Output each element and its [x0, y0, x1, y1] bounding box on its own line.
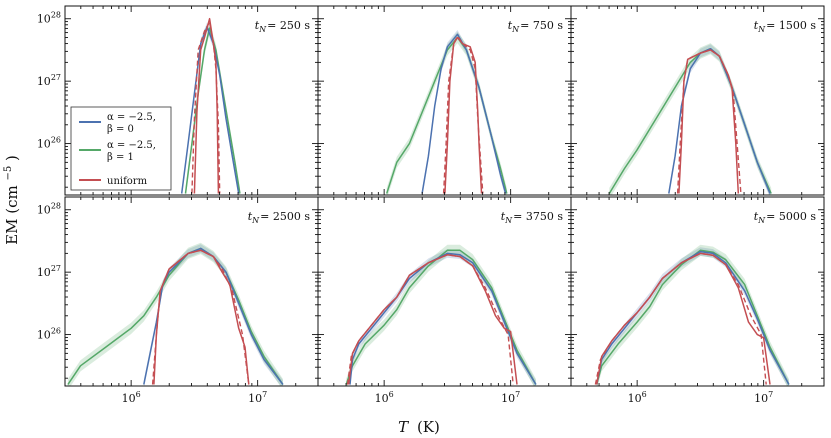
panel-6: 106 107 tN= 5000 s [570, 196, 825, 405]
uncertainty-band [422, 30, 506, 195]
legend-label-line1: uniform [107, 176, 148, 187]
series-uniform-line [153, 249, 250, 385]
plot-area [180, 17, 241, 195]
uncertainty-band [143, 244, 283, 386]
panels-grid: 1026 1027 1028 tN= 250 s tN= 750 s tN= 1500 s… [37, 5, 825, 405]
uncertainty-band [67, 242, 283, 386]
x-axis-variable: T [398, 418, 409, 436]
legend-entry: α = −2.5,β = 1 [79, 140, 156, 163]
panel-4: 1026 1027 1028 106 107 tN= 2500 s [37, 196, 319, 405]
panel-label: tN= 250 s [255, 19, 311, 34]
series-uniform-dashed-line [151, 249, 250, 385]
y-axis-label-exp: −5 [3, 166, 14, 181]
uncertainty-band [386, 31, 507, 195]
y-tick-label: 1028 [37, 202, 61, 217]
legend-label-line1: α = −2.5, [107, 140, 156, 151]
panel-5: 106 107 tN= 3750 s [317, 196, 572, 405]
series-beta1-line [67, 247, 284, 385]
y-tick-label: 1028 [37, 11, 61, 26]
x-tick-label: 106 [122, 390, 141, 405]
legend-entry: α = −2.5,β = 0 [79, 112, 156, 135]
legend-entry: uniform [79, 176, 148, 187]
x-tick-label: 107 [248, 390, 267, 405]
series-beta0-line [180, 26, 240, 194]
y-tick-label: 1027 [37, 73, 61, 88]
series-uniform-dashed-line [346, 254, 514, 385]
series-beta0-line [421, 33, 507, 194]
panel-label: tN= 750 s [508, 19, 564, 34]
x-axis-label: T (K) [398, 418, 440, 436]
uncertainty-band [609, 43, 772, 195]
x-tick-label: 107 [754, 390, 773, 405]
series-uniform-line [678, 49, 740, 194]
uncertainty-band [181, 22, 239, 195]
x-tick-label: 106 [628, 390, 647, 405]
panel-label: tN= 1500 s [754, 19, 817, 34]
y-tick-label: 1027 [37, 264, 61, 279]
y-tick-label: 1026 [37, 136, 61, 151]
panel-label: tN= 3750 s [501, 210, 564, 225]
uncertainty-band [596, 244, 789, 386]
plot-area [385, 30, 508, 195]
y-axis-label-close: ) [3, 155, 21, 161]
panel-label: tN= 2500 s [248, 210, 311, 225]
panel-frame [64, 196, 319, 387]
plot-area [67, 242, 284, 386]
legend-label-line2: β = 0 [107, 124, 134, 135]
x-tick-label: 106 [375, 390, 394, 405]
legend-label-line1: α = −2.5, [107, 112, 156, 123]
x-tick-label: 107 [501, 390, 520, 405]
plot-area [345, 244, 537, 386]
uncertainty-band [350, 249, 536, 386]
y-tick-label: 1026 [37, 327, 61, 342]
panel-2: tN= 750 s [317, 5, 572, 196]
plot-area [594, 244, 790, 386]
uncertainty-band [185, 22, 240, 195]
y-axis-label-main: EM (cm [3, 185, 21, 245]
panel-3: tN= 1500 s [570, 5, 825, 196]
series-uniform-line [193, 17, 220, 194]
x-axis-unit: (K) [417, 418, 440, 436]
series-uniform-dashed-line [442, 35, 484, 194]
panel-label: tN= 5000 s [754, 210, 817, 225]
plot-area [608, 43, 772, 195]
legend-box [70, 106, 172, 191]
series-uniform-dashed-line [594, 252, 767, 385]
series-beta0-line [143, 247, 284, 385]
series-uniform-line [595, 252, 771, 385]
uncertainty-band [596, 247, 789, 386]
y-axis-label: EM (cm −5 ) [0, 155, 21, 245]
series-beta0-line [668, 47, 771, 194]
uncertainty-band [346, 244, 536, 386]
series-beta1-line [345, 249, 537, 385]
legend-label-line2: β = 1 [107, 152, 134, 163]
panel-frame [570, 5, 825, 196]
series-beta1-line [184, 27, 241, 194]
series-uniform-line [347, 253, 518, 385]
series-uniform-line [444, 36, 483, 194]
